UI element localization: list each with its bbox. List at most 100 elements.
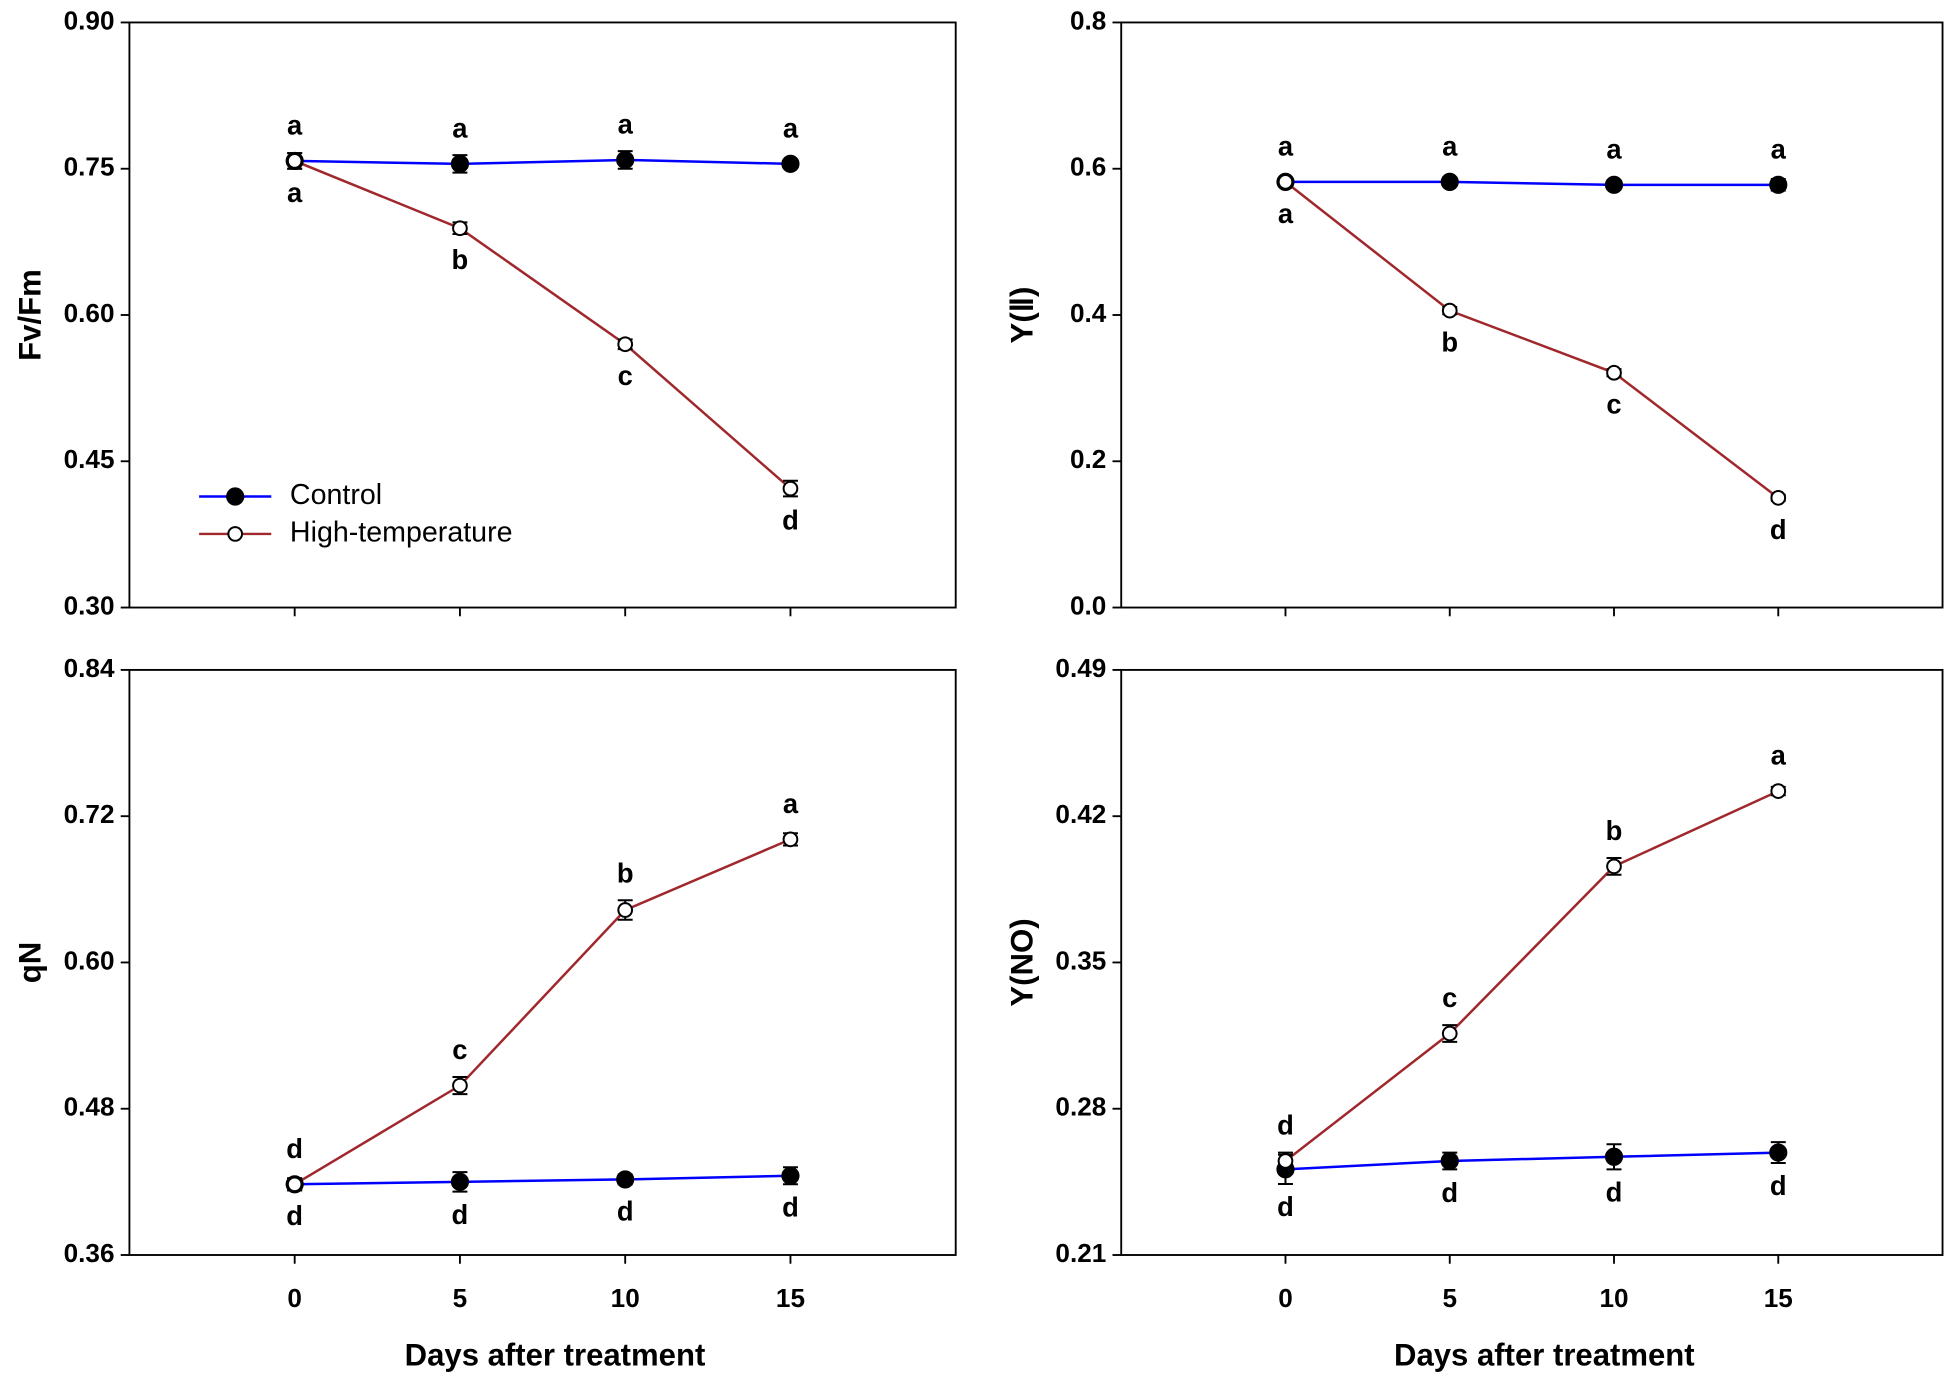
plot-frame — [128, 668, 957, 1256]
y-tick-label: 0.0 — [1070, 590, 1106, 620]
marker — [452, 1077, 468, 1094]
significance-letter: d — [617, 1195, 634, 1226]
marker — [226, 487, 245, 506]
y-tick-label: 0.60 — [64, 298, 115, 328]
significance-letter: c — [1606, 389, 1621, 420]
y-tick-label: 0.8 — [1070, 5, 1106, 35]
y-axis-label: Y(NO) — [1004, 918, 1039, 1006]
y-tick-label: 0.48 — [64, 1092, 115, 1122]
marker — [1441, 302, 1458, 319]
significance-letter: d — [1277, 1109, 1294, 1140]
y-tick-label: 0.42 — [1055, 799, 1106, 829]
series-line — [294, 159, 792, 490]
significance-letter: c — [618, 360, 633, 391]
significance-letter: a — [452, 112, 468, 143]
y-tick-label: 0.2 — [1070, 444, 1106, 474]
significance-letter: a — [287, 177, 303, 208]
marker — [616, 1170, 635, 1189]
significance-letter: d — [286, 1133, 303, 1164]
series-line — [1285, 180, 1779, 187]
y-tick-label: 0.4 — [1070, 298, 1107, 328]
series-line — [1284, 180, 1780, 499]
marker — [1770, 489, 1787, 506]
legend-label: High-temperature — [290, 516, 513, 548]
marker — [1606, 364, 1622, 381]
plot-frame — [1120, 21, 1944, 609]
marker — [286, 1176, 303, 1193]
plot-frame — [1120, 668, 1944, 1256]
significance-letter: a — [1442, 130, 1458, 161]
y-tick-label: 0.84 — [64, 653, 115, 683]
marker — [450, 154, 470, 173]
marker — [1604, 175, 1624, 194]
y-tick-label: 0.28 — [1055, 1092, 1106, 1122]
marker — [1441, 1025, 1458, 1042]
plot-frame — [128, 21, 957, 609]
significance-letter: a — [783, 788, 799, 819]
significance-letter: a — [1278, 130, 1294, 161]
y-tick-label: 0.6 — [1070, 152, 1106, 182]
y-tick-label: 0.49 — [1055, 653, 1106, 683]
marker — [617, 902, 634, 918]
marker — [782, 831, 799, 848]
significance-letter: d — [1770, 514, 1787, 545]
series-line — [294, 838, 791, 1186]
marker — [1440, 172, 1459, 191]
marker — [781, 154, 800, 173]
significance-letter: b — [1606, 815, 1623, 846]
x-axis-label: Days after treatment — [405, 1337, 706, 1372]
significance-letter: d — [1770, 1170, 1787, 1201]
significance-letter: d — [1441, 1177, 1458, 1208]
significance-letter: b — [452, 244, 469, 275]
significance-letter: d — [782, 504, 799, 535]
significance-letter: a — [1606, 133, 1622, 164]
significance-letter: d — [1277, 1191, 1294, 1222]
y-tick-label: 0.30 — [64, 590, 115, 620]
significance-letter: c — [452, 1034, 467, 1065]
marker — [286, 153, 303, 169]
significance-letter: a — [618, 108, 634, 139]
y-axis-label: Fv/Fm — [13, 269, 48, 361]
significance-letter: c — [1442, 982, 1457, 1013]
x-axis-label: Days after treatment — [1394, 1337, 1695, 1372]
x-tick-label: 10 — [1599, 1283, 1628, 1313]
marker — [1770, 783, 1787, 799]
significance-letter: d — [782, 1192, 799, 1223]
x-tick-label: 5 — [1442, 1283, 1457, 1313]
y-tick-label: 0.45 — [64, 444, 115, 474]
series-line — [294, 1174, 791, 1186]
marker — [1277, 1153, 1294, 1169]
x-tick-label: 15 — [1764, 1283, 1793, 1313]
marker — [450, 1172, 470, 1191]
marker — [782, 480, 799, 497]
significance-letter: a — [783, 112, 799, 143]
x-tick-label: 10 — [611, 1283, 640, 1313]
marker — [1440, 1151, 1459, 1171]
x-tick-label: 15 — [776, 1283, 805, 1313]
significance-letter: a — [287, 109, 303, 140]
y-axis-label: Y(Ⅱ) — [1004, 287, 1039, 344]
series-line — [294, 158, 791, 166]
marker — [781, 1166, 800, 1185]
y-tick-label: 0.35 — [1055, 945, 1106, 975]
marker — [1604, 1147, 1624, 1166]
marker — [452, 220, 468, 237]
significance-letter: a — [1278, 198, 1294, 229]
marker — [1277, 174, 1294, 190]
marker — [617, 336, 634, 353]
x-tick-label: 0 — [1278, 1283, 1293, 1313]
marker — [1606, 858, 1622, 875]
significance-letter: d — [452, 1199, 469, 1230]
y-tick-label: 0.90 — [64, 5, 115, 35]
y-tick-label: 0.75 — [64, 152, 115, 182]
significance-letter: a — [1771, 133, 1787, 164]
significance-letter: b — [1441, 327, 1458, 358]
legend-label: Control — [290, 479, 382, 511]
y-tick-label: 0.72 — [64, 799, 115, 829]
significance-letter: a — [1771, 740, 1787, 771]
series-line — [1284, 789, 1779, 1162]
x-tick-label: 0 — [287, 1283, 302, 1313]
significance-letter: d — [1606, 1176, 1623, 1207]
